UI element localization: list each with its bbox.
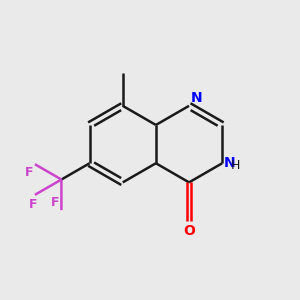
- Text: N: N: [224, 156, 235, 170]
- Text: N: N: [190, 91, 202, 105]
- Text: F: F: [29, 198, 38, 211]
- Text: H: H: [230, 159, 240, 172]
- Text: F: F: [51, 196, 59, 209]
- Text: O: O: [183, 224, 195, 238]
- Text: F: F: [25, 166, 33, 179]
